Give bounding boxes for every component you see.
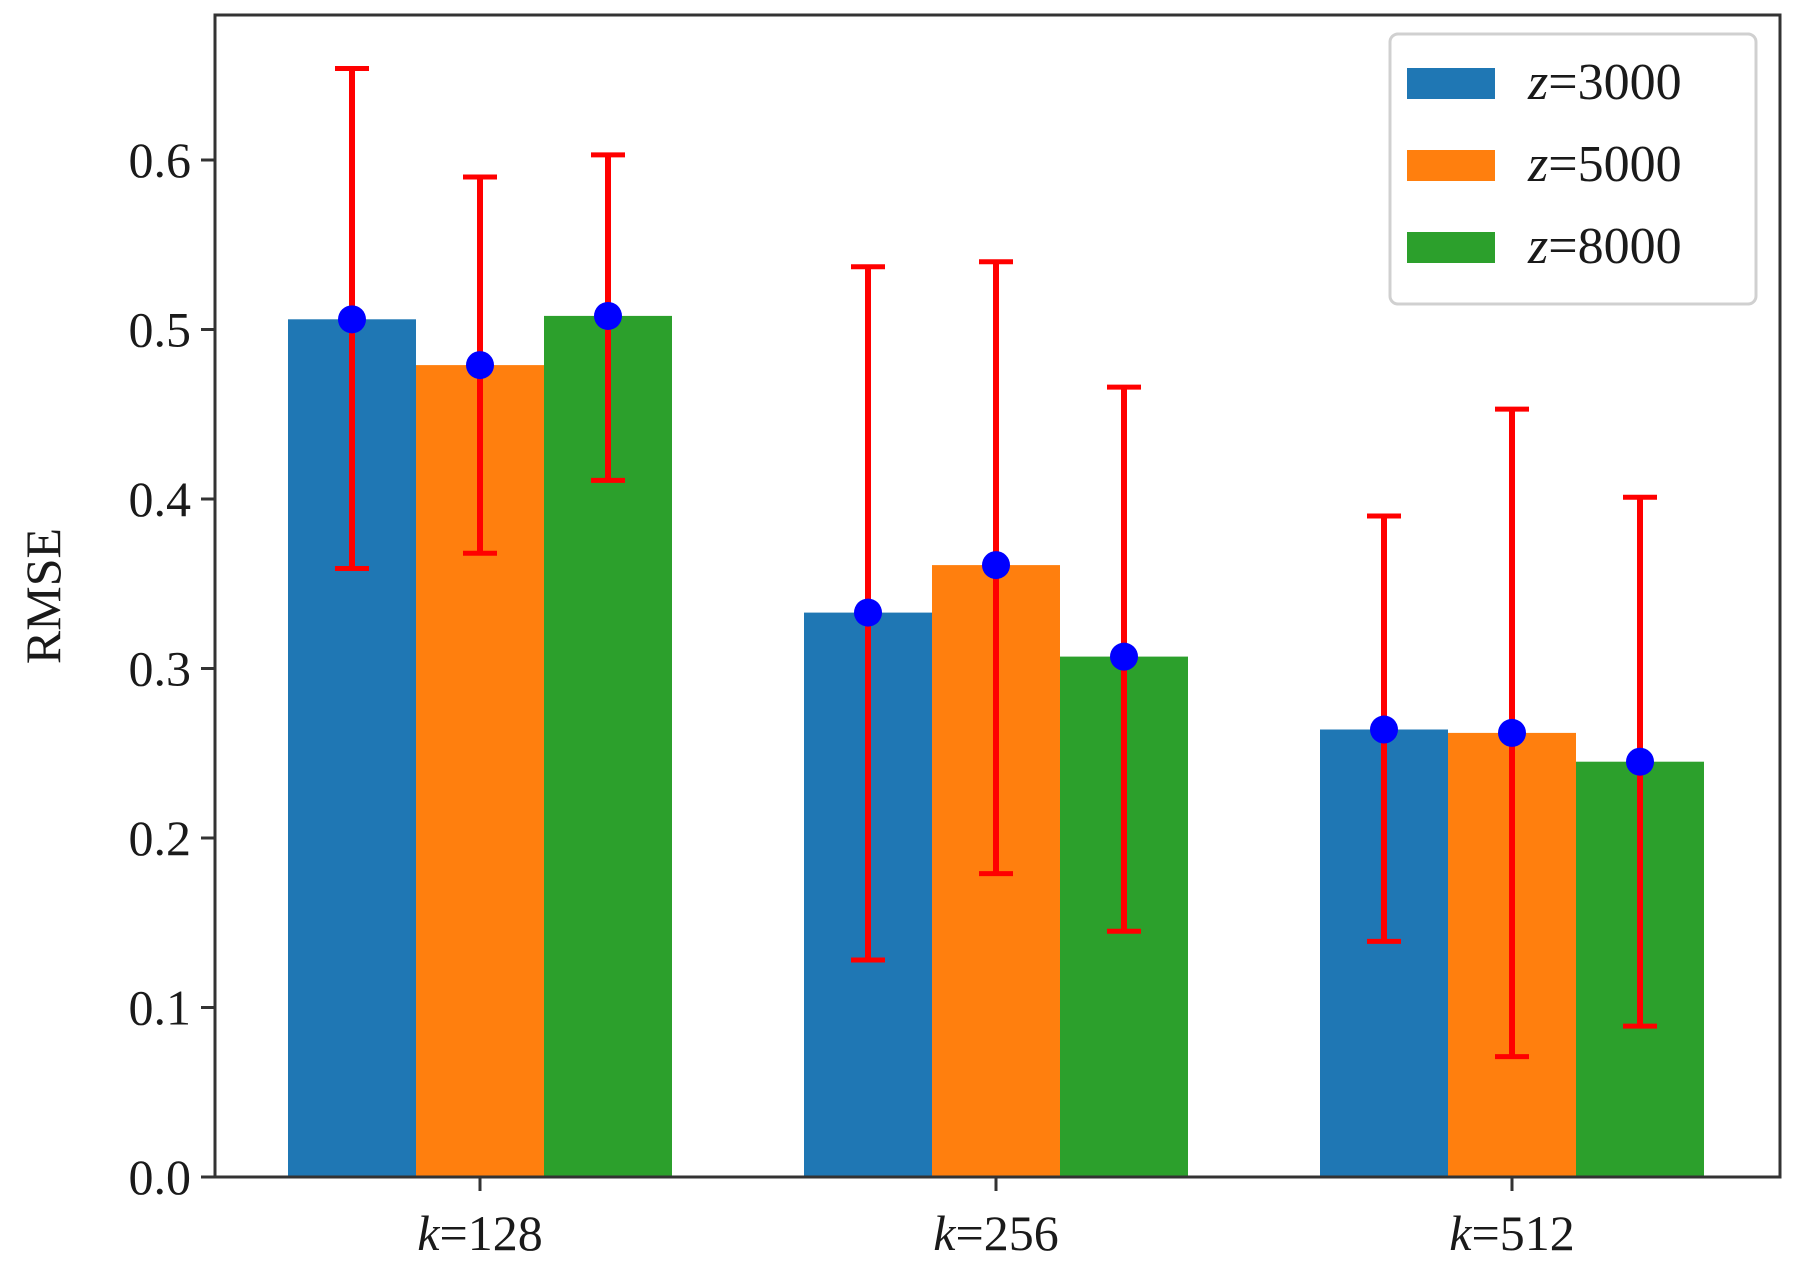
mean-marker — [1110, 642, 1138, 671]
legend-label-z3000: z=3000 — [1527, 54, 1682, 111]
mean-marker — [338, 305, 366, 334]
legend-swatch-z8000 — [1407, 232, 1495, 263]
legend-swatch-z3000 — [1407, 68, 1495, 99]
mean-marker — [594, 301, 622, 330]
y-axis-label: RMSE — [15, 528, 71, 664]
y-tick-label: 0.3 — [129, 641, 192, 697]
mean-marker — [466, 351, 494, 380]
y-tick-label: 0.0 — [129, 1149, 192, 1205]
mean-marker — [1498, 718, 1526, 747]
mean-marker — [982, 551, 1010, 580]
markers-layer — [338, 301, 1654, 776]
x-tick-label: k=256 — [933, 1205, 1058, 1261]
mean-marker — [854, 598, 882, 627]
x-axis: k=128 k=256 k=512 — [417, 1177, 1575, 1261]
y-tick-label: 0.6 — [129, 132, 192, 188]
x-tick-label: k=128 — [417, 1205, 542, 1261]
legend-swatch-z5000 — [1407, 150, 1495, 181]
mean-marker — [1370, 715, 1398, 744]
legend: z=3000 z=5000 z=8000 — [1388, 32, 1758, 306]
y-tick-label: 0.1 — [129, 980, 192, 1036]
y-tick-label: 0.5 — [129, 302, 192, 358]
y-axis: 0.0 0.1 0.2 0.3 0.4 0.5 0.6 — [129, 132, 215, 1205]
y-tick-label: 0.4 — [129, 471, 192, 527]
x-tick-label: k=512 — [1449, 1205, 1574, 1261]
legend-label-z5000: z=5000 — [1527, 136, 1682, 193]
mean-marker — [1626, 747, 1654, 776]
y-tick-label: 0.2 — [129, 810, 192, 866]
legend-label-z8000: z=8000 — [1527, 218, 1682, 275]
